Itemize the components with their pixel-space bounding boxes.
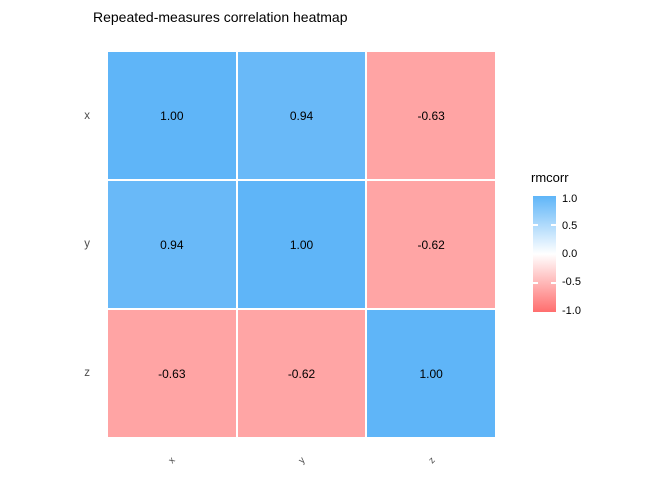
y-axis-label-z: z xyxy=(84,367,90,379)
x-axis-label-x: x xyxy=(166,454,178,467)
legend-tick-mark xyxy=(533,224,538,226)
heatmap-cell-yx: 0.94 xyxy=(108,181,236,308)
heatmap-cell-zz: 1.00 xyxy=(367,310,495,437)
x-axis-label-z: z xyxy=(426,454,438,467)
legend-tick-label: 1.0 xyxy=(562,193,578,205)
heatmap-cell-xz: -0.63 xyxy=(367,52,495,179)
legend-colorbar xyxy=(533,196,556,312)
cell-value: 1.00 xyxy=(289,237,314,252)
cell-value: -0.63 xyxy=(417,108,445,123)
legend-tick-label: -0.5 xyxy=(562,276,581,288)
heatmap-cell-yz: -0.62 xyxy=(367,181,495,308)
legend-tick-mark xyxy=(551,282,556,284)
legend-title: rmcorr xyxy=(531,170,569,185)
heatmap-cell-zx: -0.63 xyxy=(108,310,236,437)
legend-tick-mark xyxy=(551,224,556,226)
legend-tick-label: 0.5 xyxy=(562,220,578,232)
cell-value: 0.94 xyxy=(289,108,314,123)
legend-tick-mark xyxy=(533,282,538,284)
cell-value: -0.62 xyxy=(417,237,445,252)
chart-title: Repeated-measures correlation heatmap xyxy=(93,9,348,25)
heatmap-grid: 1.00 0.94 -0.63 0.94 1.00 -0.62 -0.63 -0… xyxy=(108,52,495,437)
heatmap-cell-xy: 0.94 xyxy=(237,52,366,179)
heatmap-cell-zy: -0.62 xyxy=(237,310,366,437)
legend-tick-label: 0.0 xyxy=(562,248,578,260)
cell-value: 1.00 xyxy=(419,366,443,381)
cell-value: 1.00 xyxy=(160,108,184,123)
cell-value: -0.62 xyxy=(287,366,316,381)
y-axis-label-y: y xyxy=(84,238,90,250)
cell-value: -0.63 xyxy=(158,366,186,381)
x-axis-label-y: y xyxy=(296,454,308,467)
cell-value: 0.94 xyxy=(160,237,184,252)
heatmap-cell-xx: 1.00 xyxy=(108,52,236,179)
legend-tick-label: -1.0 xyxy=(562,305,581,317)
y-axis-label-x: x xyxy=(84,110,90,122)
heatmap-cell-yy: 1.00 xyxy=(237,181,366,308)
